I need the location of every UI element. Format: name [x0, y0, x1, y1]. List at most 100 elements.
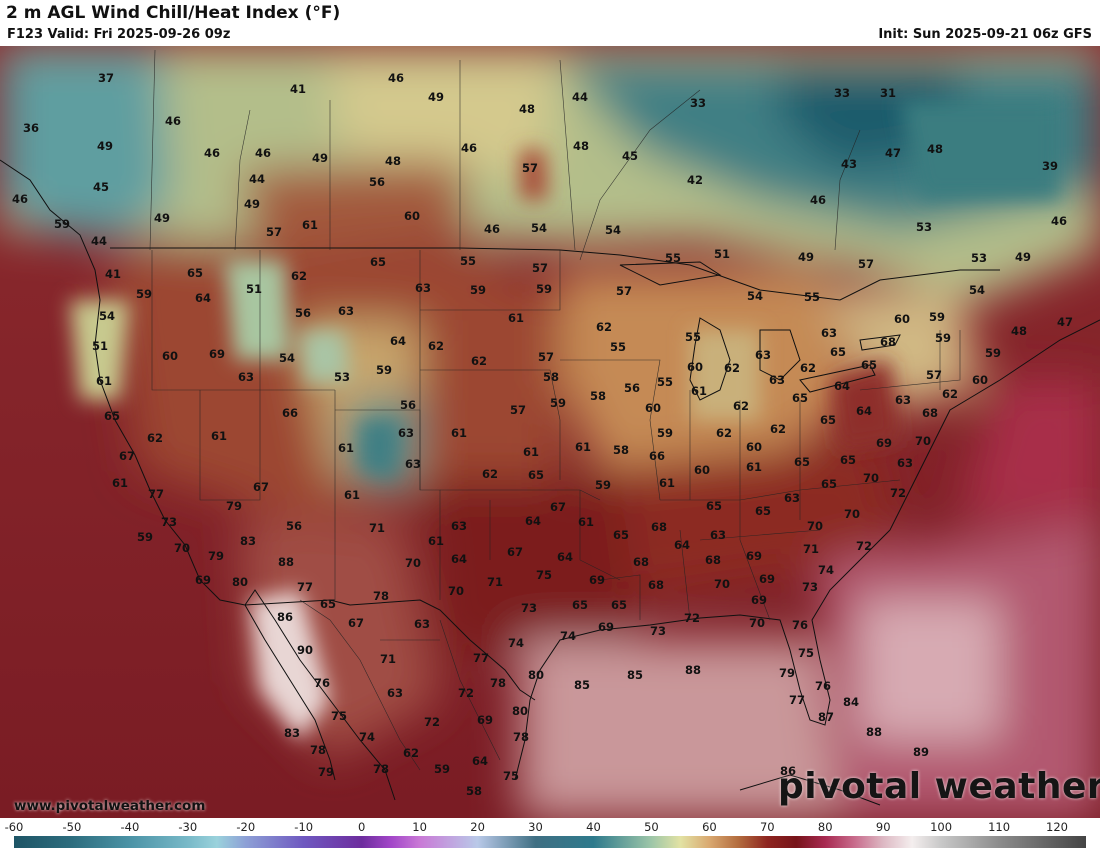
- temperature-value-label: 49: [154, 211, 170, 225]
- temperature-value-label: 67: [253, 480, 269, 494]
- temperature-value-label: 45: [93, 180, 109, 194]
- temperature-value-label: 59: [595, 478, 611, 492]
- temperature-value-label: 69: [209, 347, 225, 361]
- temperature-value-label: 63: [784, 491, 800, 505]
- temperature-value-label: 69: [195, 573, 211, 587]
- temperature-value-label: 60: [972, 373, 988, 387]
- temperature-value-label: 70: [749, 616, 765, 630]
- temperature-value-label: 65: [821, 477, 837, 491]
- temperature-value-label: 78: [373, 762, 389, 776]
- temperature-value-label: 60: [404, 209, 420, 223]
- temperature-value-label: 60: [687, 360, 703, 374]
- temperature-value-label: 53: [971, 251, 987, 265]
- temperature-value-label: 57: [616, 284, 632, 298]
- temperature-value-label: 74: [359, 730, 375, 744]
- temperature-value-label: 73: [521, 601, 537, 615]
- temperature-value-label: 87: [818, 710, 834, 724]
- lake-huron: [759, 329, 801, 381]
- temperature-value-label: 55: [804, 290, 820, 304]
- temperature-value-label: 65: [820, 413, 836, 427]
- temperature-value-label: 59: [935, 331, 951, 345]
- legend-tick-label: 80: [818, 820, 833, 834]
- map-canvas: 37 41 46 49 48 44 33 33 31 36 46 49 46 46 49 48 46 57 48 45…: [0, 46, 1100, 818]
- temperature-value-label: 42: [687, 173, 703, 187]
- temperature-value-label: 58: [590, 389, 606, 403]
- temperature-value-label: 78: [490, 676, 506, 690]
- temperature-value-label: 72: [684, 611, 700, 625]
- legend-canvas: -60 -50 -40 -30 -20 -10 0 10 20 30 40 50 60 70 80 90 100…: [5, 820, 1086, 848]
- legend-tick-label: 40: [586, 820, 601, 834]
- temperature-value-label: 61: [508, 311, 524, 325]
- temperature-value-label: 83: [284, 726, 300, 740]
- temperature-value-label: 80: [512, 704, 528, 718]
- temperature-value-label: 47: [885, 146, 901, 160]
- temperature-value-label: 61: [344, 488, 360, 502]
- temperature-value-label: 63: [895, 393, 911, 407]
- temperature-value-label: 72: [890, 486, 906, 500]
- temperature-value-label: 58: [466, 784, 482, 798]
- temperature-value-label: 63: [769, 373, 785, 387]
- temperature-value-label: 44: [249, 172, 265, 186]
- temperature-value-label: 66: [282, 406, 298, 420]
- temperature-value-label: 61: [428, 534, 444, 548]
- temperature-value-label: 59: [137, 530, 153, 544]
- temperature-value-label: 60: [894, 312, 910, 326]
- temperature-value-label: 85: [574, 678, 590, 692]
- temperature-value-label: 64: [856, 404, 872, 418]
- temperature-value-label: 67: [119, 449, 135, 463]
- temperature-value-label: 68: [633, 555, 649, 569]
- lake-erie: [799, 364, 876, 393]
- temperature-value-label: 63: [821, 326, 837, 340]
- temperature-value-label: 65: [320, 597, 336, 611]
- temperature-value-label: 57: [858, 257, 874, 271]
- temperature-value-label: 49: [428, 90, 444, 104]
- legend-tick-label: -30: [178, 820, 197, 834]
- temperature-value-label: 57: [522, 161, 538, 175]
- map-value-labels: 37 41 46 49 48 44 33 33 31 36 46 49 46 46 49 48 46 57 48 45…: [12, 71, 1073, 798]
- temperature-value-label: 46: [810, 193, 826, 207]
- temperature-value-label: 68: [922, 406, 938, 420]
- legend-tick-label: -60: [5, 820, 24, 834]
- map-title: 2 m AGL Wind Chill/Heat Index (°F): [6, 3, 341, 23]
- temperature-value-label: 63: [405, 457, 421, 471]
- temperature-value-label: 45: [622, 149, 638, 163]
- temperature-value-label: 77: [789, 693, 805, 707]
- temperature-value-label: 70: [807, 519, 823, 533]
- temperature-value-label: 48: [927, 142, 943, 156]
- website-link[interactable]: www.pivotalweather.com: [14, 798, 206, 814]
- temperature-value-label: 61: [211, 429, 227, 443]
- temperature-value-label: 64: [472, 754, 488, 768]
- temperature-value-label: 72: [424, 715, 440, 729]
- temperature-value-label: 69: [589, 573, 605, 587]
- temperature-field: [0, 46, 1100, 818]
- temperature-value-label: 61: [523, 445, 539, 459]
- legend-ticks: -60 -50 -40 -30 -20 -10 0 10 20 30 40 50 60 70 80 90 100…: [5, 820, 1068, 834]
- temperature-value-label: 90: [297, 643, 313, 657]
- temperature-value-label: 62: [428, 339, 444, 353]
- temperature-value-label: 78: [310, 743, 326, 757]
- temperature-value-label: 80: [232, 575, 248, 589]
- temperature-value-label: 65: [794, 455, 810, 469]
- temperature-value-label: 54: [605, 223, 621, 237]
- temperature-value-label: 60: [162, 349, 178, 363]
- temperature-value-label: 80: [528, 668, 544, 682]
- temperature-value-label: 70: [448, 584, 464, 598]
- temperature-value-label: 79: [208, 549, 224, 563]
- temperature-value-label: 61: [691, 384, 707, 398]
- temperature-value-label: 86: [780, 764, 796, 778]
- temperature-value-label: 39: [1042, 159, 1058, 173]
- temperature-value-label: 62: [403, 746, 419, 760]
- temperature-value-label: 67: [348, 616, 364, 630]
- temperature-value-label: 64: [525, 514, 541, 528]
- temperature-value-label: 85: [627, 668, 643, 682]
- temperature-value-label: 46: [1051, 214, 1067, 228]
- pivotal-weather-logo: pivotal weather: [778, 766, 1100, 807]
- temperature-value-label: 76: [815, 679, 831, 693]
- temperature-value-label: 62: [482, 467, 498, 481]
- legend-tick-label: 20: [470, 820, 485, 834]
- temperature-value-label: 88: [278, 555, 294, 569]
- temperature-value-label: 65: [528, 468, 544, 482]
- temperature-value-label: 54: [99, 309, 115, 323]
- temperature-value-label: 46: [388, 71, 404, 85]
- temperature-value-label: 63: [897, 456, 913, 470]
